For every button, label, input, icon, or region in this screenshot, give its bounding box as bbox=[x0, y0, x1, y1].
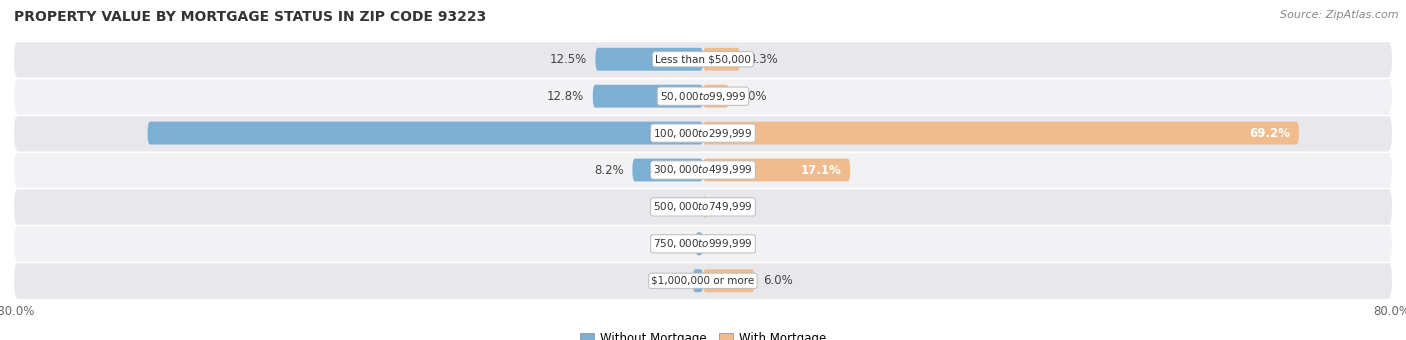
FancyBboxPatch shape bbox=[14, 188, 1392, 225]
FancyBboxPatch shape bbox=[14, 225, 1392, 262]
Text: $100,000 to $299,999: $100,000 to $299,999 bbox=[654, 126, 752, 140]
FancyBboxPatch shape bbox=[14, 262, 1392, 299]
FancyBboxPatch shape bbox=[696, 232, 703, 255]
Text: 0.89%: 0.89% bbox=[650, 237, 686, 250]
Text: 6.0%: 6.0% bbox=[763, 274, 793, 287]
FancyBboxPatch shape bbox=[595, 48, 703, 71]
FancyBboxPatch shape bbox=[703, 48, 740, 71]
Text: 64.5%: 64.5% bbox=[695, 126, 735, 140]
Text: 1.2%: 1.2% bbox=[654, 274, 685, 287]
FancyBboxPatch shape bbox=[593, 85, 703, 108]
FancyBboxPatch shape bbox=[703, 122, 1299, 144]
FancyBboxPatch shape bbox=[14, 152, 1392, 188]
Text: 8.2%: 8.2% bbox=[593, 164, 624, 176]
Text: $50,000 to $99,999: $50,000 to $99,999 bbox=[659, 90, 747, 103]
Text: $500,000 to $749,999: $500,000 to $749,999 bbox=[654, 200, 752, 214]
Text: 12.5%: 12.5% bbox=[550, 53, 586, 66]
FancyBboxPatch shape bbox=[703, 85, 728, 108]
FancyBboxPatch shape bbox=[633, 158, 703, 182]
Text: $1,000,000 or more: $1,000,000 or more bbox=[651, 276, 755, 286]
FancyBboxPatch shape bbox=[703, 158, 851, 182]
FancyBboxPatch shape bbox=[693, 269, 703, 292]
Text: 0.42%: 0.42% bbox=[716, 200, 752, 214]
FancyBboxPatch shape bbox=[14, 115, 1392, 152]
Text: Source: ZipAtlas.com: Source: ZipAtlas.com bbox=[1281, 10, 1399, 20]
FancyBboxPatch shape bbox=[14, 41, 1392, 78]
Legend: Without Mortgage, With Mortgage: Without Mortgage, With Mortgage bbox=[575, 328, 831, 340]
Text: 17.1%: 17.1% bbox=[801, 164, 842, 176]
Text: $750,000 to $999,999: $750,000 to $999,999 bbox=[654, 237, 752, 250]
FancyBboxPatch shape bbox=[148, 122, 703, 144]
Text: $300,000 to $499,999: $300,000 to $499,999 bbox=[654, 164, 752, 176]
Text: 12.8%: 12.8% bbox=[547, 90, 583, 103]
FancyBboxPatch shape bbox=[703, 195, 707, 218]
Text: 0.0%: 0.0% bbox=[665, 200, 695, 214]
Text: 4.3%: 4.3% bbox=[748, 53, 779, 66]
FancyBboxPatch shape bbox=[14, 78, 1392, 115]
Text: PROPERTY VALUE BY MORTGAGE STATUS IN ZIP CODE 93223: PROPERTY VALUE BY MORTGAGE STATUS IN ZIP… bbox=[14, 10, 486, 24]
Text: 3.0%: 3.0% bbox=[738, 90, 768, 103]
Text: Less than $50,000: Less than $50,000 bbox=[655, 54, 751, 64]
Text: 69.2%: 69.2% bbox=[1250, 126, 1291, 140]
FancyBboxPatch shape bbox=[703, 269, 755, 292]
Text: 0.0%: 0.0% bbox=[711, 237, 741, 250]
